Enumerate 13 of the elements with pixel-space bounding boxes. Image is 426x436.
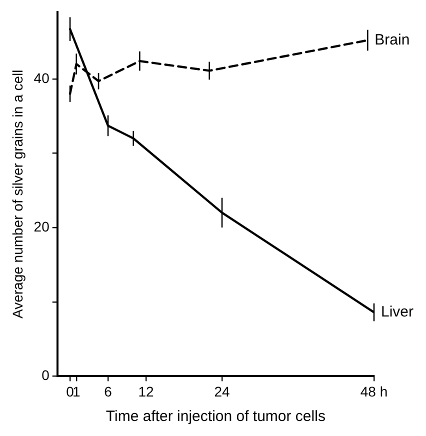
y-tick-label: 0 [42, 367, 50, 384]
x-tick-label: 24 [214, 383, 230, 400]
y-axis-title: Average number of silver grains in a cell [9, 70, 26, 318]
x-tick-label: 0 [66, 383, 74, 400]
y-tick-label: 20 [34, 218, 50, 234]
x-tick-label: 6 [104, 383, 112, 400]
x-tick-label: 1 [72, 383, 80, 400]
series-label: Brain [374, 31, 410, 48]
x-tick-label: 48 h [360, 383, 388, 400]
series-label: Liver [381, 303, 414, 320]
x-axis-title: Time after injection of tumor cells [106, 408, 326, 426]
y-tick-label: 40 [34, 70, 50, 86]
x-tick-label: 12 [138, 383, 154, 400]
